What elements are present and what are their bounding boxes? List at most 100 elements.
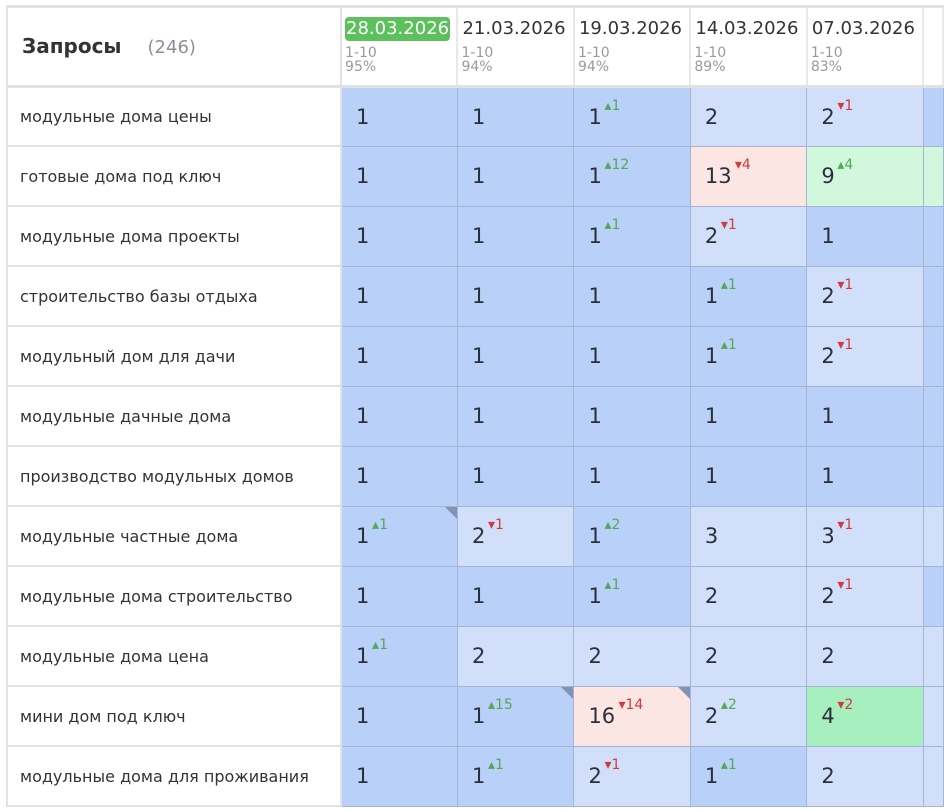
position-cell[interactable]: 1 ▴12 [573, 145, 691, 207]
position-value: 4 [821, 704, 835, 728]
position-cell-partial[interactable] [922, 145, 944, 207]
position-cell[interactable]: 1 [456, 565, 575, 627]
position-cell[interactable]: 1 ▴1 [573, 85, 691, 147]
position-cell[interactable]: 2 ▾1 [806, 265, 924, 327]
position-cell[interactable]: 1 [456, 385, 575, 447]
position-value: 2 [471, 644, 486, 668]
query-cell[interactable]: производство модульных домов [8, 446, 343, 507]
date-column-header[interactable]: 21.03.2026 1-10 94% [457, 8, 575, 88]
position-cell[interactable]: 1 ▴1 [456, 745, 575, 807]
position-cell[interactable]: 2 [573, 625, 691, 687]
position-cell[interactable]: 1 ▴1 [689, 325, 808, 387]
position-cell[interactable]: 2 ▾1 [806, 85, 924, 147]
position-cell[interactable]: 1 [456, 325, 575, 387]
position-cell[interactable]: 2 [806, 745, 924, 807]
position-cell[interactable]: 1 [340, 145, 458, 207]
position-cell[interactable]: 3 ▾1 [806, 505, 924, 567]
position-cell[interactable]: 1 [340, 565, 458, 627]
position-cell[interactable]: 1 [456, 445, 575, 507]
position-cell[interactable]: 1 [573, 445, 691, 507]
position-cell-partial[interactable] [922, 745, 944, 807]
query-cell[interactable]: модульные дома строительство [8, 566, 343, 627]
position-cell-partial[interactable] [922, 325, 944, 387]
query-cell[interactable]: модульные дома для проживания [8, 746, 343, 807]
position-cell[interactable]: 1 ▴1 [340, 625, 458, 687]
date-column-header[interactable]: 07.03.2026 1-10 83% [806, 8, 925, 88]
note-corner-icon[interactable] [677, 686, 690, 699]
query-cell[interactable]: готовые дома под ключ [8, 146, 343, 207]
position-cell[interactable]: 1 ▴2 [573, 505, 691, 567]
column-percent: 95% [345, 59, 377, 75]
position-cell[interactable]: 9 ▴4 [806, 145, 924, 207]
position-cell[interactable]: 4 ▾2 [806, 685, 924, 747]
position-cell[interactable]: 2 ▾1 [806, 565, 924, 627]
position-cell-partial[interactable] [922, 205, 944, 267]
position-cell[interactable]: 1 [806, 445, 924, 507]
query-cell[interactable]: модульные дачные дома [8, 386, 343, 447]
position-cell-partial[interactable] [922, 565, 944, 627]
position-cell[interactable]: 1 [456, 265, 575, 327]
position-cell[interactable]: 2 [689, 625, 808, 687]
position-cell[interactable]: 1 [340, 265, 458, 327]
position-cell[interactable]: 1 ▴1 [573, 565, 691, 627]
note-corner-icon[interactable] [444, 506, 457, 519]
position-cell[interactable]: 1 ▴1 [340, 505, 458, 567]
position-cell[interactable]: 1 ▴1 [573, 205, 691, 267]
position-cell[interactable]: 1 [573, 265, 691, 327]
query-cell[interactable]: строительство базы отдыха [8, 266, 343, 327]
position-cell[interactable]: 1 [456, 145, 575, 207]
position-cell-partial[interactable] [922, 505, 944, 567]
position-cell[interactable]: 1 [573, 385, 691, 447]
position-cell[interactable]: 2 ▾1 [806, 325, 924, 387]
position-cell[interactable]: 13 ▾4 [689, 145, 808, 207]
position-cell[interactable]: 2 [806, 625, 924, 687]
date-column-header[interactable]: 19.03.2026 1-10 94% [573, 8, 692, 88]
date-column-header[interactable]: 14.03.2026 1-10 89% [690, 8, 808, 88]
position-cell[interactable]: 1 ▴15 [456, 685, 575, 747]
position-cell[interactable]: 2 [689, 565, 808, 627]
position-cell-partial[interactable] [922, 85, 944, 147]
position-cell[interactable]: 1 [689, 445, 808, 507]
position-cell[interactable]: 2 ▾1 [689, 205, 808, 267]
position-cell[interactable]: 1 ▴1 [689, 745, 808, 807]
position-cell[interactable]: 2 ▾1 [456, 505, 575, 567]
query-cell[interactable]: модульный дом для дачи [8, 326, 343, 387]
position-cell[interactable]: 1 [340, 385, 458, 447]
position-cell[interactable]: 1 [573, 325, 691, 387]
position-cell-partial[interactable] [922, 445, 944, 507]
position-cell-partial[interactable] [922, 385, 944, 447]
position-cell[interactable]: 1 ▴1 [689, 265, 808, 327]
query-cell[interactable]: модульные дома цены [8, 86, 343, 147]
position-cell[interactable]: 2 [456, 625, 575, 687]
queries-column-header[interactable]: Запросы (246) [8, 8, 343, 88]
position-cell[interactable]: 1 [340, 445, 458, 507]
date-column-header-partial[interactable] [923, 8, 944, 88]
date-column-header[interactable]: 28.03.2026 1-10 95% [341, 8, 459, 88]
column-percent: 83% [810, 59, 842, 75]
position-cell[interactable]: 1 [456, 85, 575, 147]
note-corner-icon[interactable] [561, 686, 574, 699]
position-cell[interactable]: 2 [689, 85, 808, 147]
position-cell[interactable]: 1 [340, 85, 458, 147]
position-cell[interactable]: 2 ▴2 [689, 685, 808, 747]
position-cell[interactable]: 1 [689, 385, 808, 447]
position-cell[interactable]: 3 [689, 505, 808, 567]
position-cell[interactable]: 16 ▾14 [573, 685, 691, 747]
position-cell[interactable]: 1 [340, 325, 458, 387]
position-cell[interactable]: 1 [456, 205, 575, 267]
query-cell[interactable]: мини дом под ключ [8, 686, 343, 747]
position-cell-partial[interactable] [922, 685, 944, 747]
position-cell[interactable]: 1 [806, 205, 924, 267]
query-cell[interactable]: модульные дома проекты [8, 206, 343, 267]
position-cell[interactable]: 1 [806, 385, 924, 447]
position-value: 2 [821, 344, 835, 368]
position-cell[interactable]: 1 [340, 205, 458, 267]
position-cell[interactable]: 1 [340, 745, 458, 807]
position-cell-partial[interactable] [922, 265, 944, 327]
position-cell[interactable]: 2 ▾1 [573, 745, 691, 807]
position-cell[interactable]: 1 [340, 685, 458, 747]
query-cell[interactable]: модульные дома цена [8, 626, 343, 687]
query-cell[interactable]: модульные частные дома [8, 506, 343, 567]
position-cell-partial[interactable] [922, 625, 944, 687]
position-value: 2 [821, 104, 835, 129]
